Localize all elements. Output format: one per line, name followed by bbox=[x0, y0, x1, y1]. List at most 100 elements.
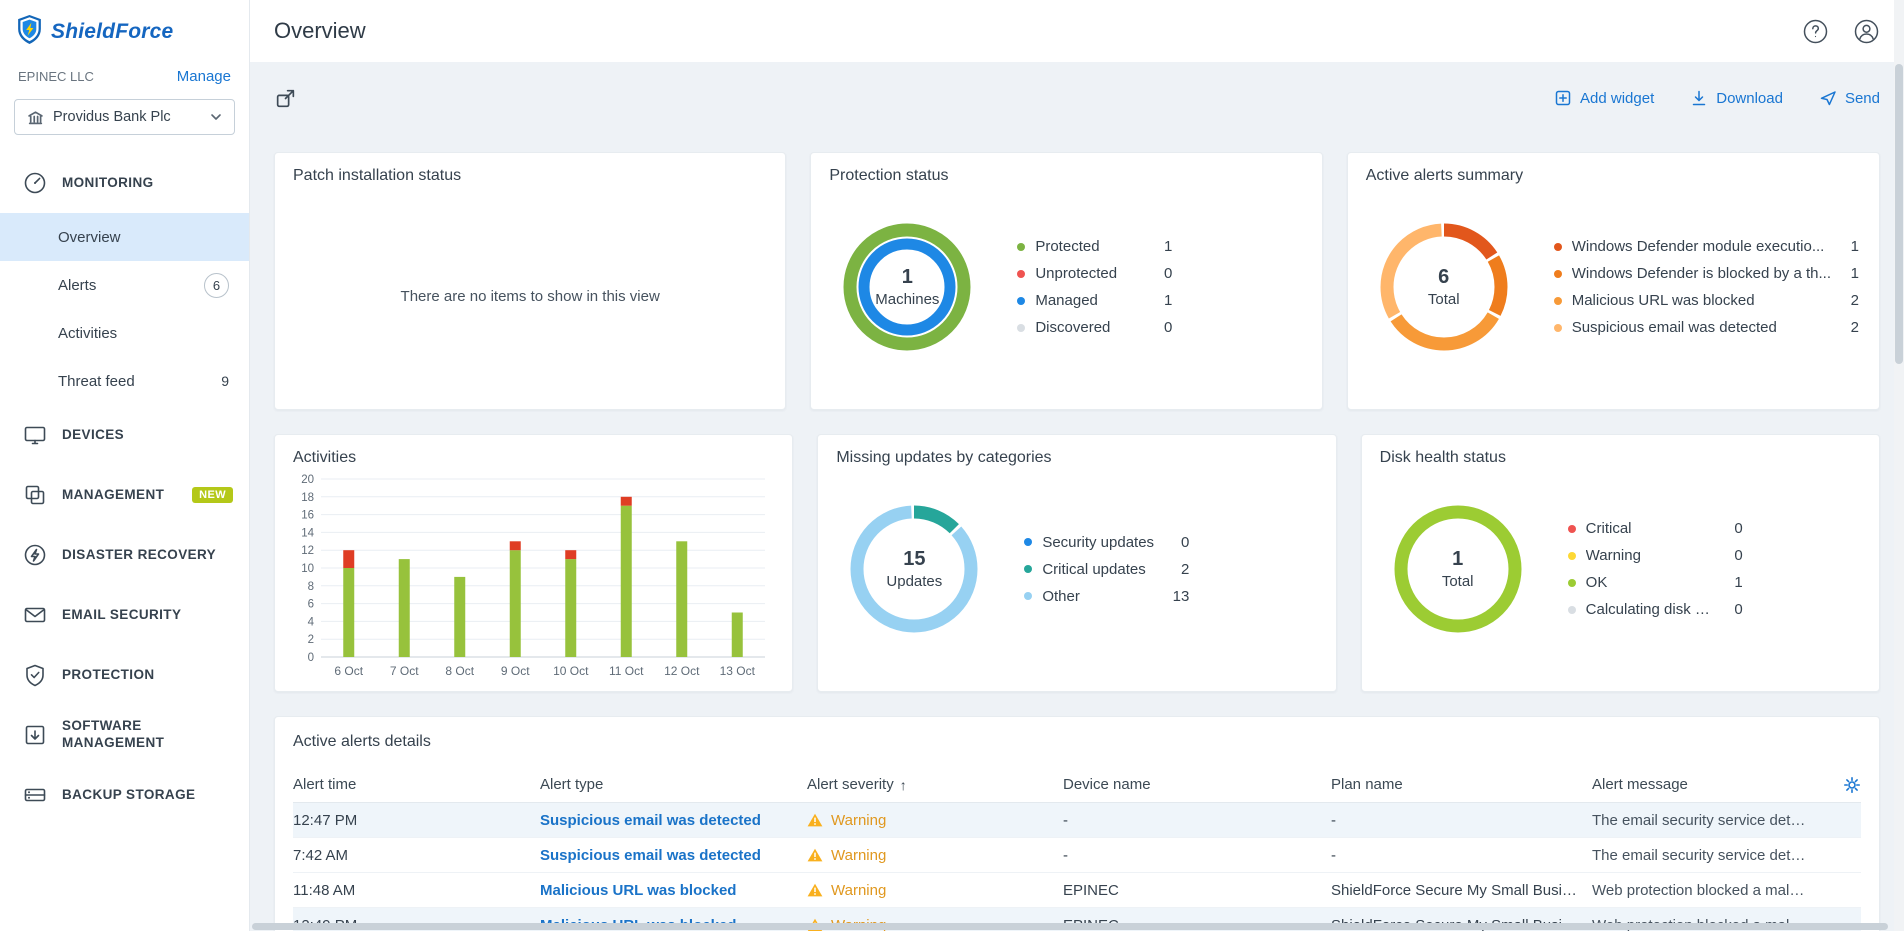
sidebar-item-label: Overview bbox=[58, 228, 121, 246]
shield-logo-icon bbox=[16, 14, 43, 50]
column-plan-name[interactable]: Plan name bbox=[1331, 776, 1403, 793]
download-button[interactable]: Download bbox=[1690, 89, 1783, 107]
sidebar-item-disaster-recovery[interactable]: DISASTER RECOVERY bbox=[0, 525, 249, 585]
legend-color-dot bbox=[1017, 323, 1026, 332]
legend-item: Unprotected 0 bbox=[1017, 265, 1172, 282]
sidebar-item-alerts[interactable]: Alerts 6 bbox=[0, 261, 249, 309]
widget-title: Disk health status bbox=[1379, 449, 1506, 466]
legend-item: Discovered 0 bbox=[1017, 319, 1172, 336]
sidebar-item-label: Threat feed bbox=[58, 372, 135, 390]
top-bar: Overview bbox=[250, 0, 1904, 62]
sidebar-item-threat-feed[interactable]: Threat feed 9 bbox=[0, 357, 249, 405]
column-alert-type[interactable]: Alert type bbox=[540, 776, 604, 793]
legend-color-dot bbox=[1024, 538, 1033, 546]
brand-name: ShieldForce bbox=[51, 20, 174, 43]
legend-label: Other bbox=[1042, 587, 1080, 605]
column-device-name[interactable]: Device name bbox=[1063, 776, 1151, 793]
legend-item: Security updates 0 bbox=[1024, 534, 1189, 551]
legend-color-dot bbox=[1024, 592, 1033, 600]
donut-center-value: 1 bbox=[1452, 548, 1464, 570]
column-alert-severity[interactable]: Alert severity ↑ bbox=[807, 776, 907, 793]
add-widget-button[interactable]: Add widget bbox=[1554, 89, 1654, 107]
legend-color-dot bbox=[1017, 242, 1026, 251]
sidebar-item-overview[interactable]: Overview bbox=[0, 213, 249, 261]
legend-color-dot bbox=[1553, 296, 1562, 305]
widget-title: Patch installation status bbox=[293, 167, 462, 184]
alert-message: The email security service detected ... bbox=[1592, 846, 1821, 864]
vertical-scrollbar-track bbox=[1894, 0, 1904, 931]
vertical-scrollbar-thumb[interactable] bbox=[1895, 64, 1903, 364]
svg-text:8: 8 bbox=[308, 581, 314, 593]
sidebar-item-label: BACKUP STORAGE bbox=[62, 786, 196, 802]
legend-value: 1 bbox=[1164, 238, 1173, 255]
sidebar-item-email-security[interactable]: EMAIL SECURITY bbox=[0, 585, 249, 645]
widget-active-alerts-summary: Active alerts summary 6 Total Windows De… bbox=[1346, 152, 1880, 410]
column-alert-time[interactable]: Alert time bbox=[293, 776, 357, 793]
legend-label: Discovered bbox=[1035, 319, 1111, 336]
legend-item: Malicious URL was blocked 2 bbox=[1553, 292, 1859, 309]
storage-icon bbox=[22, 782, 48, 808]
manage-link[interactable]: Manage bbox=[176, 68, 231, 85]
sidebar-item-label: DISASTER RECOVERY bbox=[62, 546, 217, 562]
add-widget-icon bbox=[1554, 89, 1572, 107]
bolt-circle-icon bbox=[22, 542, 48, 568]
sidebar-item-protection[interactable]: PROTECTION bbox=[0, 645, 249, 705]
legend-item: Managed 1 bbox=[1017, 292, 1172, 309]
expand-icon[interactable] bbox=[274, 87, 297, 110]
alert-type-link[interactable]: Suspicious email was detected bbox=[540, 846, 761, 864]
legend-label: Malicious URL was blocked bbox=[1571, 292, 1755, 309]
alert-message: Web protection blocked a malicious... bbox=[1592, 881, 1821, 899]
table-row[interactable]: 11:48 AM Malicious URL was blocked Warning… bbox=[293, 873, 1861, 908]
donut-center-value: 6 bbox=[1438, 266, 1450, 288]
table-settings-icon[interactable] bbox=[1843, 776, 1861, 794]
count-badge: 9 bbox=[221, 373, 229, 389]
legend-color-dot bbox=[1553, 242, 1562, 251]
alert-type-link[interactable]: Suspicious email was detected bbox=[540, 811, 761, 829]
widget-patch-installation-status: Patch installation status There are no i… bbox=[274, 152, 787, 410]
tenant-selector[interactable]: Providus Bank Plc bbox=[14, 99, 235, 135]
legend-color-dot bbox=[1017, 269, 1026, 278]
legend-value: 1 bbox=[1850, 238, 1859, 255]
horizontal-scrollbar-thumb[interactable] bbox=[252, 923, 1888, 930]
account-icon[interactable] bbox=[1853, 18, 1880, 45]
sidebar-item-devices[interactable]: DEVICES bbox=[0, 405, 249, 465]
sidebar-item-monitoring[interactable]: MONITORING bbox=[0, 153, 249, 213]
table-row[interactable]: 12:47 PM Suspicious email was detected War… bbox=[293, 803, 1861, 838]
sidebar-item-activities[interactable]: Activities bbox=[0, 309, 249, 357]
svg-text:6: 6 bbox=[308, 599, 314, 611]
legend-color-dot bbox=[1567, 578, 1576, 587]
mail-icon bbox=[22, 602, 48, 628]
alert-type-link[interactable]: Malicious URL was blocked bbox=[540, 881, 737, 899]
activities-bar-chart: 0 2 4 6 8 10 12 14 16 18 20 6 Oct 7 Oct 8 Oct 9 Oct 10 … bbox=[301, 474, 765, 678]
help-icon[interactable] bbox=[1802, 18, 1829, 45]
sidebar-item-backup-storage[interactable]: BACKUP STORAGE bbox=[0, 765, 249, 825]
bank-icon bbox=[27, 109, 44, 126]
table-row[interactable]: 7:42 AM Suspicious email was detected Warn… bbox=[293, 838, 1861, 873]
sidebar-item-management[interactable]: MANAGEMENT NEW bbox=[0, 465, 249, 525]
donut-center-label: Machines bbox=[875, 291, 940, 308]
legend-value: 13 bbox=[1172, 587, 1190, 605]
widget-disk-health: Disk health status 1 Total Critical 0 Warn… bbox=[1360, 434, 1880, 692]
svg-text:14: 14 bbox=[301, 527, 314, 539]
legend-label: Unprotected bbox=[1035, 265, 1118, 282]
legend-value: 1 bbox=[1850, 265, 1859, 282]
download-icon bbox=[1690, 89, 1708, 107]
legend-value: 0 bbox=[1164, 319, 1173, 336]
send-icon bbox=[1819, 89, 1837, 107]
legend-item: Warning 0 bbox=[1567, 547, 1743, 564]
svg-text:18: 18 bbox=[301, 492, 314, 504]
legend-item: Critical updates 2 bbox=[1024, 561, 1189, 578]
column-alert-message[interactable]: Alert message bbox=[1592, 776, 1688, 793]
sidebar-item-software-management[interactable]: SOFTWARE MANAGEMENT bbox=[0, 705, 249, 765]
widget-title: Missing updates by categories bbox=[836, 449, 1052, 466]
send-button[interactable]: Send bbox=[1819, 89, 1880, 107]
svg-text:8 Oct: 8 Oct bbox=[445, 664, 474, 678]
toolbar: Add widget Download Send bbox=[274, 78, 1880, 118]
device-name: - bbox=[1063, 846, 1068, 864]
new-badge: NEW bbox=[192, 487, 233, 503]
svg-text:10: 10 bbox=[301, 563, 314, 575]
legend-label: Windows Defender is blocked by a th... bbox=[1571, 265, 1831, 282]
empty-state-text: There are no items to show in this view bbox=[400, 287, 660, 305]
legend-value: 0 bbox=[1734, 601, 1743, 618]
alert-severity: Warning bbox=[807, 882, 1063, 899]
